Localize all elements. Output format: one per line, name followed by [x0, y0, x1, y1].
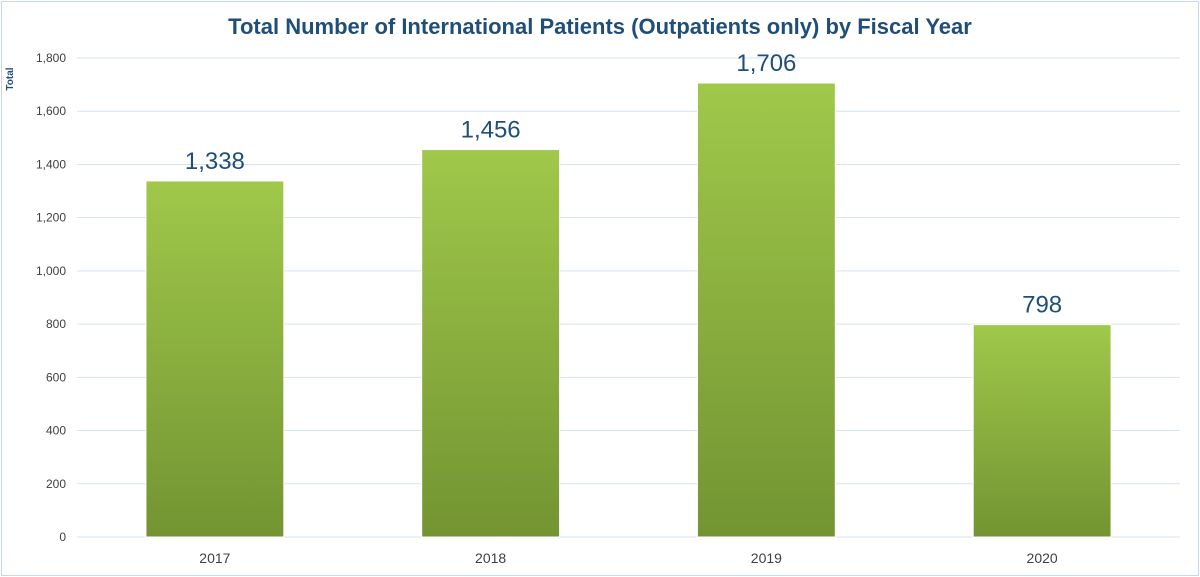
- x-axis-ticks: 2017 2018 2019 2020: [199, 550, 1058, 566]
- chart-title: Total Number of International Patients (…: [228, 14, 972, 39]
- data-label: 1,456: [461, 117, 521, 144]
- data-label: 798: [1022, 292, 1062, 319]
- y-tick-label: 600: [46, 370, 66, 384]
- data-labels: 1,338 1,456 1,706 798: [185, 50, 1062, 319]
- bar-2018: [421, 149, 561, 538]
- y-tick-label: 1,400: [36, 157, 66, 171]
- bar-2019: [696, 82, 836, 538]
- y-tick-label: 1,200: [36, 211, 66, 225]
- x-tick-label: 2017: [199, 550, 230, 566]
- y-tick-label: 200: [46, 477, 66, 491]
- bar-2017: [145, 180, 285, 538]
- y-axis-ticks: 0 200 400 600 800 1,000 1,200 1,400 1,600 1,800: [36, 51, 66, 544]
- x-tick-label: 2018: [475, 550, 506, 566]
- data-label: 1,338: [185, 148, 245, 175]
- bar-2020: [972, 324, 1112, 538]
- x-tick-label: 2020: [1027, 550, 1058, 566]
- y-tick-label: 1,600: [36, 104, 66, 118]
- data-label: 1,706: [736, 50, 796, 77]
- y-tick-label: 1,800: [36, 51, 66, 65]
- bars: [145, 82, 1112, 538]
- y-tick-label: 400: [46, 424, 66, 438]
- y-tick-label: 800: [46, 317, 66, 331]
- y-tick-label: 1,000: [36, 264, 66, 278]
- y-tick-label: 0: [59, 530, 66, 544]
- x-tick-label: 2019: [751, 550, 782, 566]
